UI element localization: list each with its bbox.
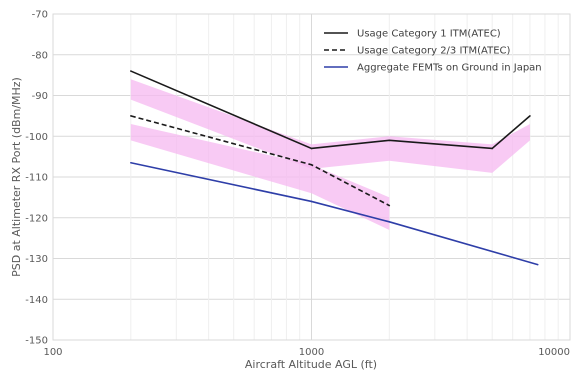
series-3-point [388, 221, 391, 223]
y-tick-label: -140 [25, 295, 48, 306]
y-axis-ticks: -150 -140 -130 -120 -110 -100 -90 -80 -70 [25, 10, 48, 347]
series-1-point [491, 147, 493, 150]
legend: Usage Category 1 ITM(ATEC) Usage Category… [324, 29, 542, 74]
y-tick-label: -90 [32, 91, 48, 102]
series-2-point [310, 163, 313, 166]
legend-label-1: Usage Category 1 ITM(ATEC) [357, 29, 501, 40]
y-tick-label: -150 [25, 336, 48, 347]
series-1-point [310, 147, 313, 150]
legend-label-3: Aggregate FEMTs on Ground in Japan [357, 63, 542, 74]
series-1-point [130, 70, 132, 72]
uncertainty-band-1 [130, 79, 530, 173]
x-axis-ticks: 100 1000 10000 [43, 347, 570, 358]
uncertainty-band-2 [130, 124, 390, 230]
y-tick-label: -70 [32, 10, 48, 21]
legend-label-2: Usage Category 2/3 ITM(ATEC) [357, 46, 511, 57]
series-3-point [310, 200, 313, 203]
y-tick-label: -80 [32, 50, 48, 61]
plot-area-border [52, 13, 571, 341]
series-line-3 [130, 161, 538, 266]
y-tick-label: -110 [25, 173, 48, 184]
x-tick-label: 100 [43, 347, 62, 358]
x-axis-title: Aircraft Altitude AGL (ft) [245, 358, 377, 371]
y-tick-label: -130 [25, 254, 48, 265]
series-2-point [130, 115, 132, 117]
shaded-bands [130, 79, 530, 230]
y-axis-title: PSD at Altimeter RX Port (dBm/MHz) [10, 77, 23, 277]
x-tick-label: 10000 [538, 347, 570, 358]
x-tick-label: 1000 [299, 347, 324, 358]
series-1-point [529, 115, 531, 117]
series-3-point [536, 263, 539, 266]
series-1-point [388, 139, 391, 142]
series-2-point [388, 204, 391, 207]
series-3-point [130, 161, 132, 164]
y-tick-label: -100 [25, 132, 48, 143]
y-tick-label: -120 [25, 213, 48, 224]
series-lines [130, 70, 539, 266]
